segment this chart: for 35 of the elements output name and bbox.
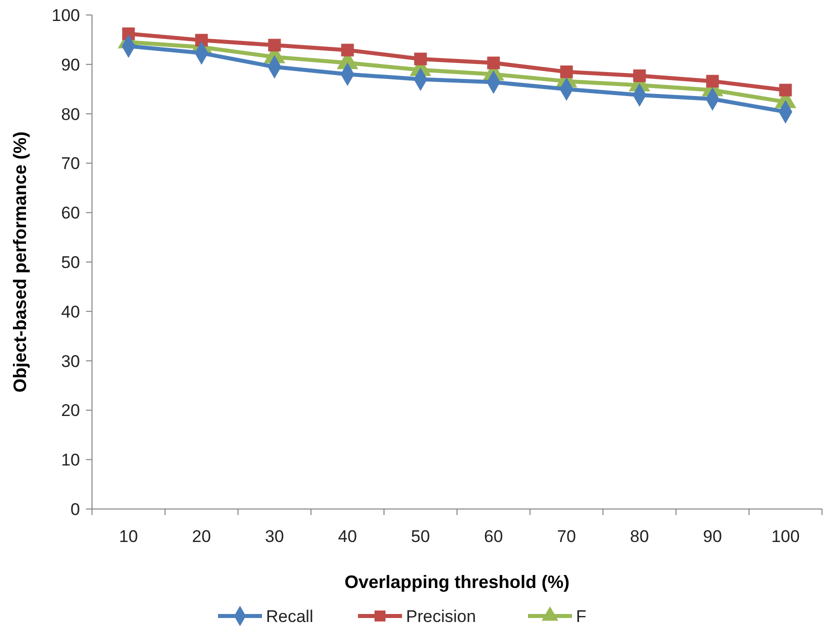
point: [487, 56, 500, 70]
y-tick-label: 30: [61, 352, 80, 371]
x-tick-label: 20: [192, 527, 211, 546]
legend-label: F: [576, 606, 586, 626]
y-tick-label: 100: [52, 6, 80, 25]
x-tick-label: 70: [557, 527, 576, 546]
point: [706, 74, 719, 88]
y-tick-label: 70: [61, 154, 80, 174]
y-tick-label: 10: [61, 450, 80, 470]
x-tick-label: 100: [771, 527, 800, 546]
legend-label: Precision: [406, 606, 476, 626]
y-axis-title: Object-based performance (%): [10, 131, 30, 393]
y-tick-label: 60: [61, 204, 80, 223]
x-tick-label: 60: [484, 527, 503, 546]
y-tick-label: 80: [61, 104, 80, 124]
x-tick-label: 10: [119, 527, 138, 546]
x-tick-label: 90: [703, 527, 722, 546]
point: [341, 44, 354, 56]
point: [560, 65, 573, 78]
legend-label: Recall: [266, 606, 314, 626]
point: [779, 84, 792, 96]
point: [414, 52, 427, 66]
y-tick-label: 90: [61, 55, 80, 74]
y-tick-label: 0: [70, 500, 80, 519]
x-tick-label: 30: [265, 527, 284, 546]
x-tick-label: 80: [630, 527, 649, 546]
y-tick-label: 40: [61, 302, 80, 322]
y-tick-label: 50: [61, 252, 80, 272]
y-tick-label: 20: [61, 401, 80, 420]
point: [195, 34, 208, 47]
x-tick-label: 40: [338, 527, 357, 546]
point: [633, 69, 646, 82]
x-tick-label: 50: [411, 527, 430, 546]
x-axis-title: Overlapping threshold (%): [344, 572, 570, 592]
point: [268, 38, 281, 52]
